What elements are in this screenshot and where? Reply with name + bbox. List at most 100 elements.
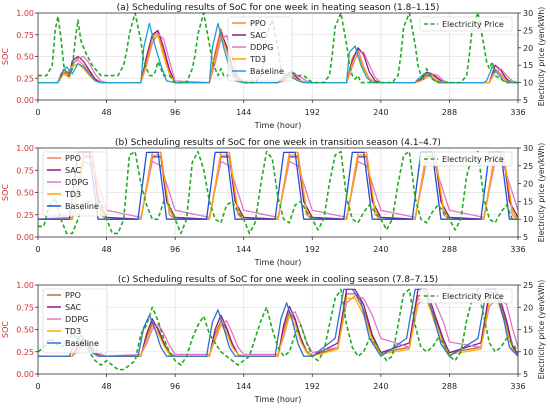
y2-axis-label: Electricity price (yen/kWh) (537, 280, 546, 379)
y-tick-label: 0.50 (16, 53, 34, 62)
legend-box-price (419, 288, 513, 304)
y-tick-label: 0.00 (16, 233, 34, 242)
x-tick-label: 288 (442, 245, 457, 254)
y-tick-label: 0.25 (16, 348, 34, 357)
legend-entry: SAC (65, 303, 82, 312)
series-line-baseline (38, 288, 519, 357)
y2-tick-label: 10 (523, 215, 533, 224)
x-tick-label: 96 (170, 382, 180, 391)
y-tick-label: 1.00 (16, 281, 34, 290)
y2-tick-label: 15 (523, 61, 533, 70)
chart-panel-2: (b) Scheduling results of SoC for one we… (1, 138, 546, 267)
x-tick-label: 240 (373, 382, 388, 391)
legend-box-price (419, 151, 513, 167)
y-tick-label: 0.00 (16, 96, 34, 105)
x-tick-label: 96 (170, 108, 180, 117)
legend-entry: TD3 (249, 55, 266, 64)
x-tick-label: 192 (305, 108, 320, 117)
legend-entry: Electricity Price (442, 292, 504, 301)
legend-entry: DDPG (65, 315, 88, 324)
legend-entry: SAC (65, 166, 82, 175)
y2-tick-label: 20 (523, 303, 533, 312)
legend-entry: Electricity Price (442, 20, 504, 29)
y-axis-label: SOC (1, 184, 10, 201)
legend-entry: Baseline (250, 67, 284, 76)
y2-tick-label: 5 (523, 370, 528, 379)
y2-tick-label: 25 (523, 281, 533, 290)
y2-tick-label: 10 (523, 348, 533, 357)
y2-tick-label: 25 (523, 162, 533, 171)
series-line-electricity-price (37, 288, 519, 371)
y-tick-label: 0.75 (16, 303, 34, 312)
x-tick-label: 144 (236, 108, 251, 117)
legend-box-price (419, 16, 513, 32)
y2-tick-label: 20 (523, 180, 533, 189)
y2-tick-label: 30 (523, 144, 533, 153)
y2-tick-label: 5 (523, 233, 528, 242)
y-tick-label: 0.75 (16, 166, 34, 175)
legend-box (42, 151, 108, 217)
legend-entry: Baseline (65, 339, 99, 348)
y-tick-label: 0.50 (16, 326, 34, 335)
y2-tick-label: 25 (523, 26, 533, 35)
x-tick-label: 96 (170, 245, 180, 254)
y2-tick-label: 5 (523, 96, 528, 105)
legend-entry: DDPG (250, 43, 273, 52)
x-tick-label: 336 (510, 245, 525, 254)
chart-panel-1: (a) Scheduling results of SoC for one we… (1, 3, 546, 130)
legend-entry: Baseline (65, 202, 99, 211)
legend-entry: DDPG (65, 178, 88, 187)
chart-title: (c) Scheduling results of SoC for one we… (118, 275, 438, 285)
x-tick-label: 48 (101, 108, 111, 117)
series-line-ddpg (37, 160, 519, 220)
y2-axis-label: Electricity price (yen/kWh) (537, 143, 546, 242)
legend-entry: PPO (65, 291, 81, 300)
y2-tick-label: 20 (523, 44, 533, 53)
legend-entry: TD3 (64, 327, 81, 336)
legend-entry: PPO (65, 154, 81, 163)
x-tick-label: 0 (35, 108, 40, 117)
y-tick-label: 0.00 (16, 370, 34, 379)
y-axis-label: SOC (1, 48, 10, 65)
legend-entry: PPO (250, 19, 266, 28)
x-axis-label: Time (hour) (254, 121, 302, 130)
chart-title: (a) Scheduling results of SoC for one we… (117, 3, 440, 13)
x-tick-label: 336 (510, 108, 525, 117)
series-line-ddpg (38, 295, 519, 357)
y-tick-label: 0.75 (16, 31, 34, 40)
x-tick-label: 336 (510, 382, 525, 391)
x-axis-label: Time (hour) (254, 395, 302, 404)
y2-tick-label: 30 (523, 9, 533, 18)
y-tick-label: 0.25 (16, 74, 34, 83)
y2-tick-label: 15 (523, 197, 533, 206)
y-tick-label: 1.00 (16, 144, 34, 153)
x-tick-label: 240 (373, 108, 388, 117)
x-tick-label: 144 (236, 245, 251, 254)
x-tick-label: 288 (442, 382, 457, 391)
legend-box (227, 16, 293, 82)
y2-axis-label: Electricity price (yen/kWh) (537, 7, 546, 106)
legend-entry: SAC (250, 31, 267, 40)
series-line-baseline (38, 151, 518, 220)
chart-title: (b) Scheduling results of SoC for one we… (115, 138, 441, 148)
y-axis-label: SOC (1, 321, 10, 338)
x-tick-label: 0 (35, 245, 40, 254)
x-tick-label: 48 (101, 382, 111, 391)
x-axis-label: Time (hour) (254, 258, 302, 267)
legend-box (42, 288, 108, 354)
x-tick-label: 144 (236, 382, 251, 391)
y2-tick-label: 15 (523, 326, 533, 335)
chart-panel-3: (c) Scheduling results of SoC for one we… (1, 275, 546, 404)
x-tick-label: 192 (305, 382, 320, 391)
y-tick-label: 1.00 (16, 9, 34, 18)
x-tick-label: 0 (35, 382, 40, 391)
legend-entry: Electricity Price (442, 155, 504, 164)
legend-entry: TD3 (64, 190, 81, 199)
y-tick-label: 0.25 (16, 211, 34, 220)
x-tick-label: 48 (101, 245, 111, 254)
x-tick-label: 240 (373, 245, 388, 254)
x-tick-label: 288 (442, 108, 457, 117)
y-tick-label: 0.50 (16, 189, 34, 198)
y2-tick-label: 10 (523, 79, 533, 88)
